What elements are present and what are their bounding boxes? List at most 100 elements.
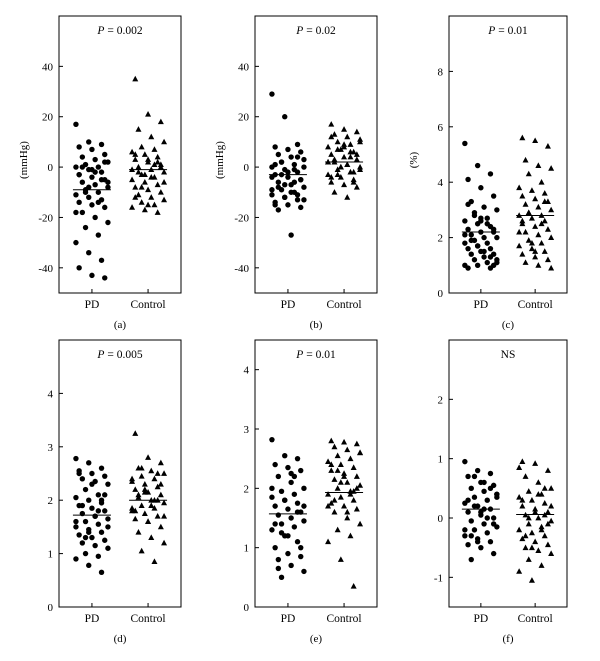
data-point-pd [288,515,294,521]
data-point-pd [95,492,102,498]
data-point-control [141,480,148,487]
y-tick-label: 4 [244,365,250,377]
data-point-control [154,209,161,215]
data-point-control [548,206,555,213]
data-point-pd [89,481,95,487]
data-point-pd [288,154,294,160]
panel-label: (c) [502,319,515,331]
data-point-control [357,449,364,456]
data-point-control [522,228,529,235]
data-point-pd [269,192,275,198]
data-point-control [135,191,142,198]
data-point-control [541,217,548,224]
data-point-pd [272,202,278,208]
data-point-control [151,201,158,208]
data-point-pd [478,544,484,551]
data-point-pd [294,154,301,160]
data-point-control [347,532,354,539]
data-point-control [138,184,145,190]
data-point-pd [278,530,285,536]
data-point-pd [298,553,304,560]
data-point-control [525,488,532,494]
data-point-pd [481,254,487,260]
data-point-control [519,192,526,199]
data-point-control [535,514,542,521]
y-tick-label: 2 [438,233,444,245]
data-point-control [141,151,148,157]
data-point-pd [468,232,474,238]
data-point-pd [92,156,98,163]
p-symbol: P [96,25,104,37]
y-tick-label: 20 [238,112,250,124]
data-point-control [154,158,161,165]
data-point-pd [481,521,487,527]
p-value-annotation: NS [501,349,516,361]
y-tick-label: 8 [438,66,444,78]
data-point-control [161,470,168,476]
data-point-pd [86,250,92,256]
data-point-pd [92,182,98,188]
data-point-pd [494,494,500,500]
data-point-pd [490,521,497,527]
data-point-pd [462,140,468,147]
x-category-label: PD [474,299,489,311]
data-point-control [535,479,542,485]
y-tick-label: -40 [38,263,53,275]
data-point-pd [82,534,89,541]
data-point-pd [92,513,98,519]
data-point-control [519,502,526,509]
data-point-pd [89,166,95,173]
data-point-control [129,148,136,155]
data-point-pd [86,139,92,145]
data-point-pd [95,521,102,527]
data-point-control [548,550,555,556]
data-point-control [161,539,168,546]
data-point-pd [481,248,487,255]
data-point-control [148,534,155,540]
data-point-control [528,215,535,221]
data-point-control [532,460,539,466]
data-point-control [141,206,148,213]
y-tick-label: 6 [438,122,444,134]
data-point-control [157,163,164,170]
data-point-control [344,446,351,453]
data-point-control [353,128,360,135]
data-point-control [328,179,335,185]
x-category-label: PD [85,299,100,311]
data-point-pd [73,239,79,246]
data-point-pd [285,533,291,539]
p-value: = 0.01 [498,25,528,37]
data-point-pd [282,182,288,188]
data-point-pd [282,453,288,459]
data-point-control [344,508,351,515]
data-point-control [157,189,164,195]
data-point-control [161,179,168,185]
data-point-control [151,505,158,511]
data-point-control [325,458,332,465]
plot-frame [254,15,378,294]
data-point-control [151,475,158,482]
data-point-control [353,440,360,447]
data-point-pd [288,189,294,195]
y-tick-label: 0 [438,513,444,525]
data-point-control [516,228,523,235]
p-symbol: P [295,25,303,37]
data-point-pd [474,539,481,545]
data-point-pd [471,503,478,509]
p-value-annotation: P = 0.02 [295,25,336,37]
data-point-pd [282,194,288,201]
data-point-control [344,194,351,200]
data-point-control [148,502,155,508]
data-point-control [344,514,351,521]
data-point-control [532,508,539,515]
y-tick-label: 2 [438,394,444,406]
data-point-pd [76,144,82,150]
data-point-pd [298,176,304,183]
data-point-pd [92,214,98,221]
data-point-control [334,171,341,178]
p-symbol: P [487,25,495,37]
data-point-control [328,461,335,467]
data-point-control [541,190,548,196]
data-point-control [357,520,364,527]
data-point-control [341,126,348,132]
